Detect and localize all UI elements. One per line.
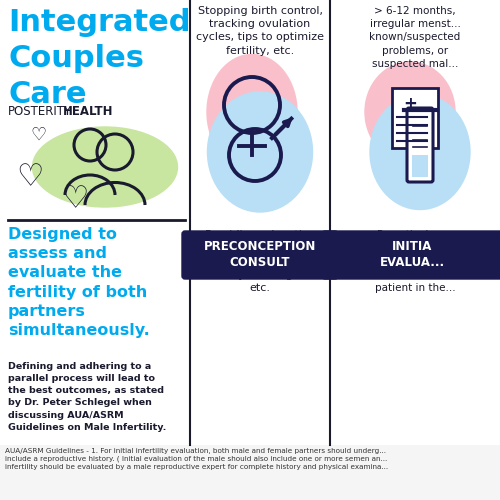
Ellipse shape [365, 62, 455, 162]
Text: Designed to
assess and
evaluate the
fertility of both
partners
simultaneously.: Designed to assess and evaluate the fert… [8, 227, 150, 338]
Text: Stopping birth control,
tracking ovulation
cycles, tips to optimize
fertility, e: Stopping birth control, tracking ovulati… [196, 6, 324, 56]
Text: Care: Care [8, 80, 86, 109]
Text: ♡: ♡ [16, 164, 44, 192]
Ellipse shape [370, 94, 470, 210]
Text: Proactively c...
fertility status o...
analysis. Analy...
be sent direc...
patie: Proactively c... fertility status o... a… [368, 230, 462, 293]
Bar [0, 445, 500, 500]
Ellipse shape [208, 92, 312, 212]
Text: Integrated: Integrated [8, 8, 190, 37]
Text: +: + [403, 95, 417, 113]
Text: INITIA
EVALUA...: INITIA EVALUA... [380, 240, 445, 270]
Text: AUA/ASRM Guidelines - 1. For initial infertility evaluation, both male and femal: AUA/ASRM Guidelines - 1. For initial inf… [5, 448, 388, 470]
Text: ♡: ♡ [30, 126, 46, 144]
Text: POSTERITY: POSTERITY [8, 105, 72, 118]
Text: Couples: Couples [8, 44, 144, 73]
Ellipse shape [32, 127, 178, 207]
Text: ♡: ♡ [62, 186, 88, 214]
FancyBboxPatch shape [407, 108, 433, 182]
Text: Providing education
and tips to optimize
male fertility:
lifestyle changes,
etc.: Providing education and tips to optimize… [204, 230, 316, 293]
FancyBboxPatch shape [182, 231, 338, 279]
Text: > 6-12 months,
irregular menst...
known/suspected
problems, or
suspected mal...: > 6-12 months, irregular menst... known/… [370, 6, 460, 69]
Text: Defining and adhering to a
parallel process will lead to
the best outcomes, as s: Defining and adhering to a parallel proc… [8, 362, 166, 432]
FancyBboxPatch shape [322, 231, 500, 279]
FancyBboxPatch shape [392, 88, 438, 148]
Ellipse shape [207, 54, 297, 170]
Text: HEALTH: HEALTH [63, 105, 114, 118]
Bar [412, 155, 428, 177]
Text: PRECONCEPTION
CONSULT: PRECONCEPTION CONSULT [204, 240, 316, 270]
